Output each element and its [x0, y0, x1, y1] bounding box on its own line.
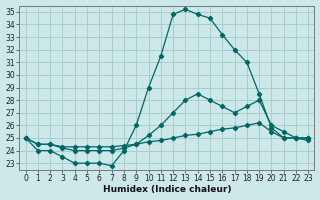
- X-axis label: Humidex (Indice chaleur): Humidex (Indice chaleur): [103, 185, 231, 194]
